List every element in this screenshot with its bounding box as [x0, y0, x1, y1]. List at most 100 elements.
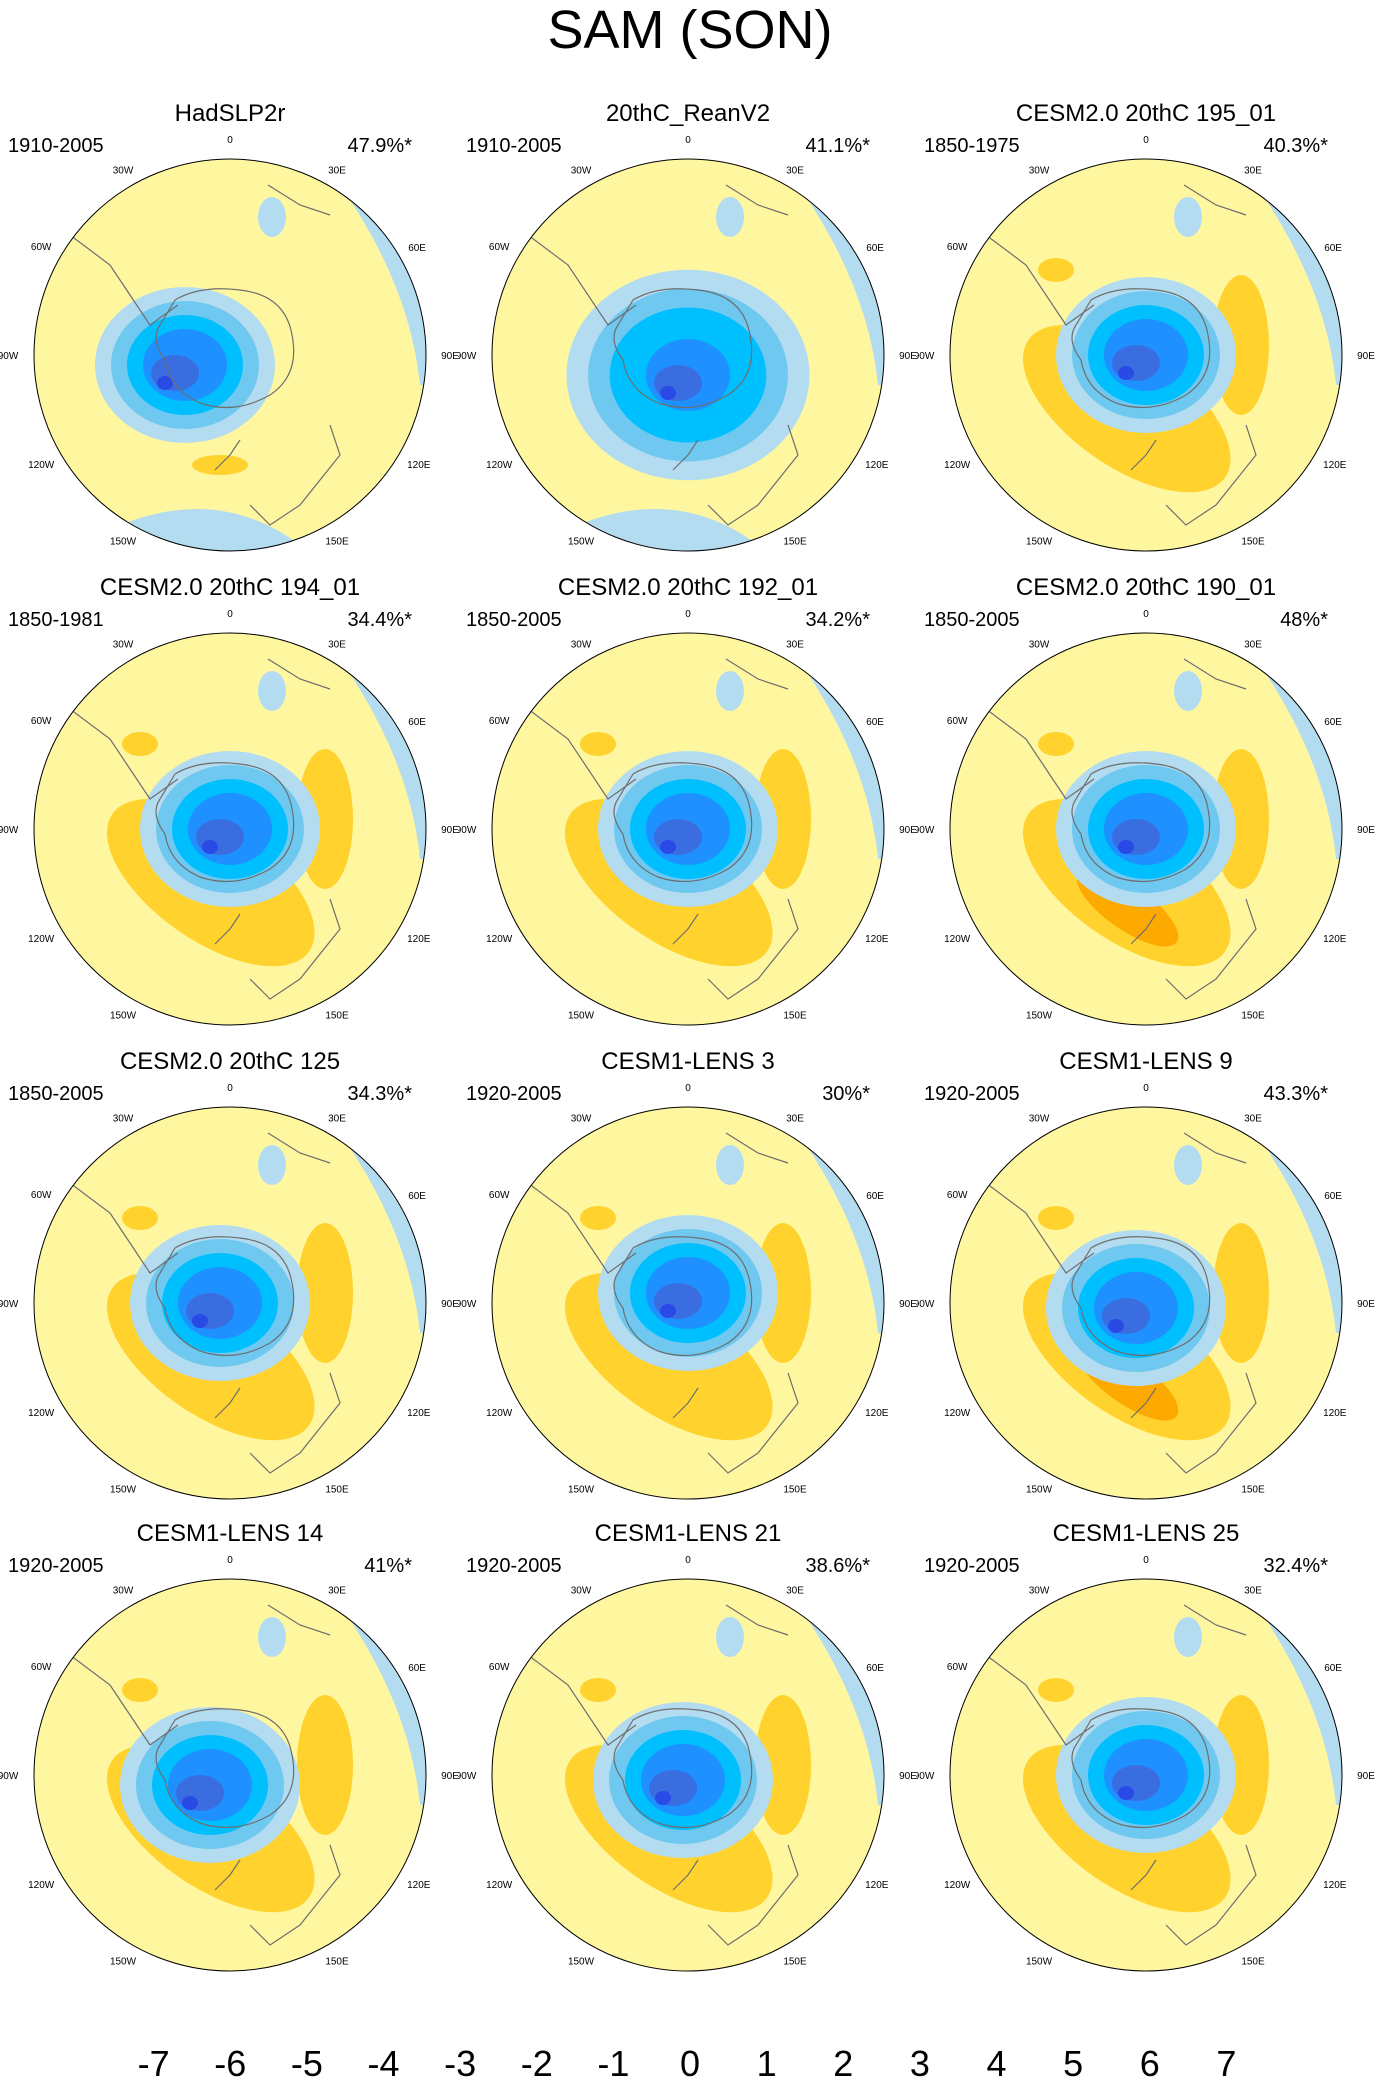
map-panel: 030E60E90E120E150E180150W120W90W60W30WCE… — [458, 574, 918, 1042]
antarctica-coastline — [613, 762, 753, 883]
antarctica-coastline — [613, 1236, 753, 1357]
longitude-label: 30W — [571, 166, 592, 177]
polar-map: 030E60E90E120E150E180150W120W90W60W30W — [916, 609, 1375, 1026]
new-zealand-coastline — [214, 439, 241, 471]
antarctica-coastline — [155, 762, 295, 883]
longitude-label: 120E — [865, 1880, 889, 1891]
panel-period: 1920-2005 — [924, 1083, 1020, 1105]
longitude-label: 60W — [31, 716, 52, 727]
longitude-label: 120E — [865, 934, 889, 945]
colorbar-tick-label: -5 — [291, 2043, 323, 2084]
polar-map: 030E60E90E120E150E180150W120W90W60W30W — [916, 135, 1375, 552]
longitude-label: 90E — [899, 351, 917, 362]
panel-explained-variance: 48%* — [1280, 609, 1328, 631]
panel-explained-variance: 32.4%* — [1263, 1555, 1329, 1577]
map-border — [33, 1106, 427, 1500]
map-panel: 030E60E90E120E150E180150W120W90W60W30WCE… — [916, 100, 1376, 568]
colorbar-tick-label: 7 — [1216, 2043, 1236, 2084]
colorbar: -7 -6 -5 -4 -3 -2 -1 0 1 2 3 4 5 6 7 — [138, 2043, 1237, 2084]
positive-anomaly-region — [755, 1223, 811, 1363]
longitude-label: 30E — [786, 1586, 804, 1597]
panel-period: 1850-2005 — [466, 609, 562, 631]
africa-coastline — [1183, 1132, 1247, 1164]
longitude-label: 60E — [866, 1191, 884, 1202]
negative-anomaly-region — [1174, 671, 1202, 711]
australia-coastline — [249, 1372, 341, 1474]
longitude-label: 30W — [113, 1114, 134, 1125]
longitude-label: 150E — [325, 536, 349, 547]
longitude-label: 30E — [1244, 166, 1262, 177]
colorbar-tick-label: -4 — [367, 2043, 399, 2084]
map-panel: 030E60E90E120E150E180150W120W90W60W30WCE… — [458, 1048, 918, 1516]
map-panel: 030E60E90E120E150E180150W120W90W60W30W20… — [458, 100, 918, 568]
longitude-label: 60W — [489, 242, 510, 253]
longitude-label: 120W — [944, 934, 971, 945]
new-zealand-coastline — [672, 1387, 699, 1419]
panel-explained-variance: 43.3%* — [1263, 1083, 1329, 1105]
longitude-label: 90W — [0, 1771, 19, 1782]
longitude-label: 60W — [31, 1662, 52, 1673]
antarctica-coastline — [613, 1708, 753, 1829]
longitude-label: 90W — [458, 1299, 477, 1310]
panel-title: CESM2.0 20thC 125 — [119, 1048, 341, 1075]
map-panel: 030E60E90E120E150E180150W120W90W60W30WCE… — [916, 574, 1376, 1042]
new-zealand-coastline — [1130, 1387, 1157, 1419]
panel-title: CESM1-LENS 14 — [136, 1520, 324, 1547]
australia-coastline — [249, 898, 341, 1000]
longitude-label: 30E — [786, 640, 804, 651]
negative-anomaly-region — [258, 1617, 286, 1657]
longitude-label: 30W — [1029, 166, 1050, 177]
negative-anomaly-region — [1174, 1145, 1202, 1185]
australia-coastline — [707, 1844, 799, 1946]
longitude-label: 120W — [944, 460, 971, 471]
colorbar-tick-label: -2 — [521, 2043, 553, 2084]
longitude-label: 150E — [1241, 1010, 1265, 1021]
longitude-label: 120W — [28, 934, 55, 945]
negative-anomaly-region — [120, 509, 300, 551]
longitude-label: 60W — [947, 1190, 968, 1201]
longitude-label: 150E — [783, 1010, 807, 1021]
panel-title: CESM2.0 20thC 192_01 — [557, 574, 819, 601]
longitude-label: 90W — [458, 351, 477, 362]
negative-anomaly-contour — [202, 840, 218, 854]
figure-title: SAM (SON) — [547, 0, 833, 60]
longitude-label: 120E — [1323, 934, 1347, 945]
negative-anomaly-region — [258, 1145, 286, 1185]
colorbar-tick-label: -6 — [214, 2043, 246, 2084]
longitude-label: 60E — [866, 243, 884, 254]
africa-coastline — [267, 1132, 331, 1164]
africa-coastline — [267, 1604, 331, 1636]
longitude-label: 0 — [685, 135, 691, 146]
longitude-label: 60W — [31, 1190, 52, 1201]
negative-anomaly-contour — [192, 1314, 208, 1328]
longitude-label: 30W — [571, 640, 592, 651]
panel-explained-variance: 30%* — [822, 1083, 870, 1105]
longitude-label: 60E — [408, 717, 426, 728]
longitude-label: 30E — [328, 1586, 346, 1597]
longitude-label: 30E — [1244, 1586, 1262, 1597]
longitude-label: 120W — [486, 1880, 513, 1891]
antarctica-coastline — [155, 288, 295, 409]
panel-title: CESM2.0 20thC 190_01 — [1015, 574, 1277, 601]
polar-map: 030E60E90E120E150E180150W120W90W60W30W — [458, 135, 917, 552]
new-zealand-coastline — [672, 1859, 699, 1891]
longitude-label: 120E — [407, 1408, 431, 1419]
polar-map: 030E60E90E120E150E180150W120W90W60W30W — [916, 1083, 1375, 1500]
map-panel: 030E60E90E120E150E180150W120W90W60W30WCE… — [916, 1048, 1376, 1516]
longitude-label: 150W — [1026, 1010, 1053, 1021]
longitude-label: 30W — [571, 1114, 592, 1125]
longitude-label: 90E — [1357, 351, 1375, 362]
polar-map: 030E60E90E120E150E180150W120W90W60W30W — [916, 1555, 1375, 1972]
positive-anomaly-region — [1213, 1223, 1269, 1363]
negative-anomaly-contour — [660, 386, 676, 400]
longitude-label: 150E — [1241, 1484, 1265, 1495]
negative-anomaly-region — [716, 1145, 744, 1185]
colorbar-tick-label: 1 — [757, 2043, 777, 2084]
new-zealand-coastline — [672, 439, 699, 471]
longitude-label: 150E — [325, 1010, 349, 1021]
colorbar-tick-label: 3 — [910, 2043, 930, 2084]
negative-anomaly-contour — [1118, 366, 1134, 380]
longitude-label: 0 — [685, 609, 691, 620]
longitude-label: 150W — [110, 1010, 137, 1021]
australia-coastline — [1165, 898, 1257, 1000]
